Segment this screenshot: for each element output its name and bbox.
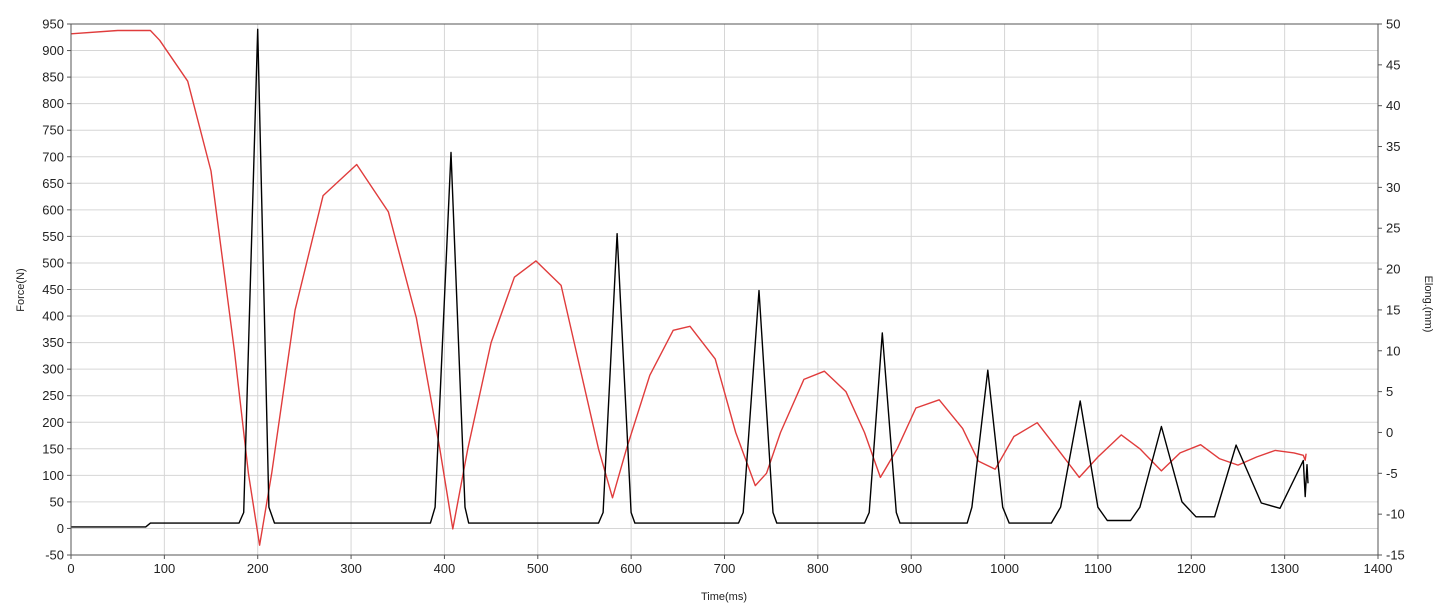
y2-tick-labels: -15 -10 -5 0 5 10 15 20 25 30 35 40 45 50 xyxy=(1378,17,1405,563)
x-tick-label: 1100 xyxy=(1084,561,1112,576)
y2-tick-label: 45 xyxy=(1386,57,1400,72)
y-tick-label: 900 xyxy=(42,43,64,58)
y-tick-label: 50 xyxy=(50,494,64,509)
y2-tick-label: 30 xyxy=(1386,180,1400,195)
y2-tick-label: 10 xyxy=(1386,343,1400,358)
y2-tick-label: 20 xyxy=(1386,262,1400,277)
y-tick-label: 650 xyxy=(42,176,64,191)
y2-tick-label: 35 xyxy=(1386,139,1400,154)
y-tick-label: 200 xyxy=(42,415,64,430)
y-tick-label: 450 xyxy=(42,282,64,297)
y2-tick-label: 5 xyxy=(1386,384,1393,399)
x-tick-label: 1300 xyxy=(1270,561,1299,576)
force-series-line xyxy=(71,28,1309,528)
x-tick-label: 500 xyxy=(527,561,549,576)
x-tick-label: 300 xyxy=(340,561,362,576)
x-tick-label: 700 xyxy=(714,561,736,576)
y-tick-label: 850 xyxy=(42,70,64,85)
y2-tick-label: 15 xyxy=(1386,302,1400,317)
x-axis-title: Time(ms) xyxy=(701,591,747,603)
x-tick-label: 100 xyxy=(154,561,176,576)
series-lines xyxy=(70,28,1309,546)
y-tick-label: -50 xyxy=(45,548,64,563)
x-tick-label: 1400 xyxy=(1364,561,1393,576)
x-tick-label: 200 xyxy=(247,561,269,576)
y-tick-label: 150 xyxy=(42,441,64,456)
x-tick-label: 900 xyxy=(900,561,922,576)
y2-tick-label: 40 xyxy=(1386,98,1400,113)
x-tick-label: 1200 xyxy=(1177,561,1206,576)
y-tick-label: 300 xyxy=(42,362,64,377)
y-tick-label: 800 xyxy=(42,96,64,111)
grid xyxy=(70,23,1379,556)
y2-tick-label: 25 xyxy=(1386,221,1400,236)
y2-tick-label: 0 xyxy=(1386,425,1393,440)
y-tick-labels: -50 0 50 100 150 200 250 300 350 400 450 500 550 600 6… xyxy=(42,17,71,563)
x-tick-labels: 0 100 200 300 400 500 600 700 800 900 1000 1100 1200… xyxy=(67,555,1392,576)
x-tick-label: 400 xyxy=(434,561,456,576)
y2-tick-label: -5 xyxy=(1386,466,1398,481)
y-tick-label: 400 xyxy=(42,309,64,324)
y-axis-title: Force(N) xyxy=(15,268,27,311)
y2-tick-label: -15 xyxy=(1386,548,1405,563)
y-tick-label: 100 xyxy=(42,468,64,483)
y-tick-label: 750 xyxy=(42,123,64,138)
y-tick-label: 600 xyxy=(42,202,64,217)
y-tick-label: 700 xyxy=(42,149,64,164)
y-tick-label: 950 xyxy=(42,17,64,32)
x-tick-label: 1000 xyxy=(990,561,1019,576)
y-tick-label: 250 xyxy=(42,388,64,403)
y-tick-label: 0 xyxy=(57,521,64,536)
x-tick-label: 800 xyxy=(807,561,829,576)
y-tick-label: 550 xyxy=(42,229,64,244)
y-tick-label: 350 xyxy=(42,335,64,350)
y2-tick-label: 50 xyxy=(1386,17,1400,32)
y2-tick-label: -10 xyxy=(1386,507,1405,522)
elongation-series-line xyxy=(70,29,1307,546)
x-tick-label: 0 xyxy=(67,561,74,576)
y-tick-label: 500 xyxy=(42,255,64,270)
x-tick-label: 600 xyxy=(620,561,642,576)
y2-axis-title: Elong.(mm) xyxy=(1422,276,1434,333)
